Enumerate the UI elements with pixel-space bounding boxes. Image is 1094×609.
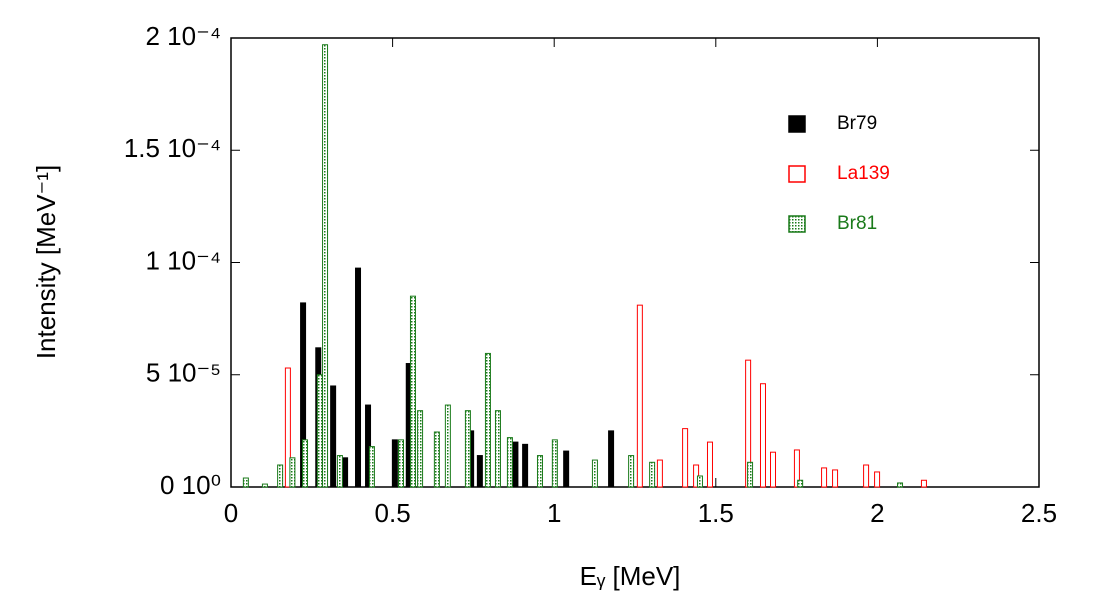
y-tick-label: 0 10⁰ — [160, 470, 221, 500]
bar — [656, 459, 663, 488]
bar — [682, 428, 689, 488]
legend-label: Br81 — [837, 213, 877, 234]
x-tick-label: 1 — [547, 498, 561, 528]
bar — [342, 457, 349, 488]
bar — [512, 441, 519, 488]
bar — [522, 443, 529, 488]
bar — [563, 450, 570, 488]
bar — [261, 483, 268, 488]
bar — [628, 455, 635, 488]
y-tick-label: 5 10⁻⁵ — [146, 358, 221, 388]
x-tick-label: 0.5 — [375, 498, 411, 528]
bar — [242, 477, 249, 488]
bar — [506, 437, 513, 488]
bar — [770, 451, 777, 488]
y-tick-label: 1 10⁻⁴ — [146, 245, 222, 275]
legend-marker — [788, 215, 806, 233]
bar — [302, 439, 309, 488]
bar — [464, 410, 471, 488]
bar — [874, 471, 881, 488]
bar — [277, 464, 284, 488]
bar — [821, 467, 828, 488]
x-tick-label: 2 — [870, 498, 884, 528]
bar — [316, 374, 323, 488]
bar — [398, 439, 405, 488]
x-tick-label: 1.5 — [698, 498, 734, 528]
bar — [636, 304, 643, 488]
legend-marker — [788, 165, 806, 183]
bar — [797, 479, 804, 488]
bar — [536, 455, 543, 488]
y-tick-label: 2 10⁻⁴ — [146, 21, 222, 51]
legend-marker — [788, 115, 806, 133]
bar — [417, 410, 424, 488]
plot-frame — [230, 37, 1040, 488]
bar — [409, 295, 416, 488]
legend-label: Br79 — [837, 113, 877, 134]
bar — [391, 439, 398, 488]
bar — [330, 385, 337, 488]
bar — [696, 475, 703, 488]
bar — [365, 404, 372, 488]
bar — [706, 441, 713, 488]
bar — [747, 461, 754, 488]
bar — [759, 383, 766, 488]
bar — [484, 352, 491, 488]
bar — [649, 461, 656, 488]
y-axis-label: Intensity [MeV⁻¹] — [31, 165, 61, 359]
bar — [591, 459, 598, 488]
bar — [284, 367, 291, 488]
x-tick-label: 0 — [224, 498, 238, 528]
bar — [920, 479, 927, 488]
bar — [336, 455, 343, 488]
y-tick-label: 1.5 10⁻⁴ — [124, 133, 221, 163]
x-tick-label: 2.5 — [1021, 498, 1057, 528]
bar — [355, 267, 362, 488]
bar — [289, 457, 296, 488]
legend-label: La139 — [837, 163, 890, 184]
bar — [494, 410, 501, 488]
bar — [863, 464, 870, 488]
bar — [444, 404, 451, 488]
bar — [793, 449, 800, 488]
bar — [608, 430, 615, 488]
bar — [476, 455, 483, 488]
bar — [832, 469, 839, 488]
bar — [368, 446, 375, 488]
x-axis-label: Eᵧ [MeV] — [580, 561, 681, 591]
bar — [897, 482, 904, 488]
bar — [433, 431, 440, 488]
bar — [322, 44, 329, 488]
bar — [551, 439, 558, 488]
